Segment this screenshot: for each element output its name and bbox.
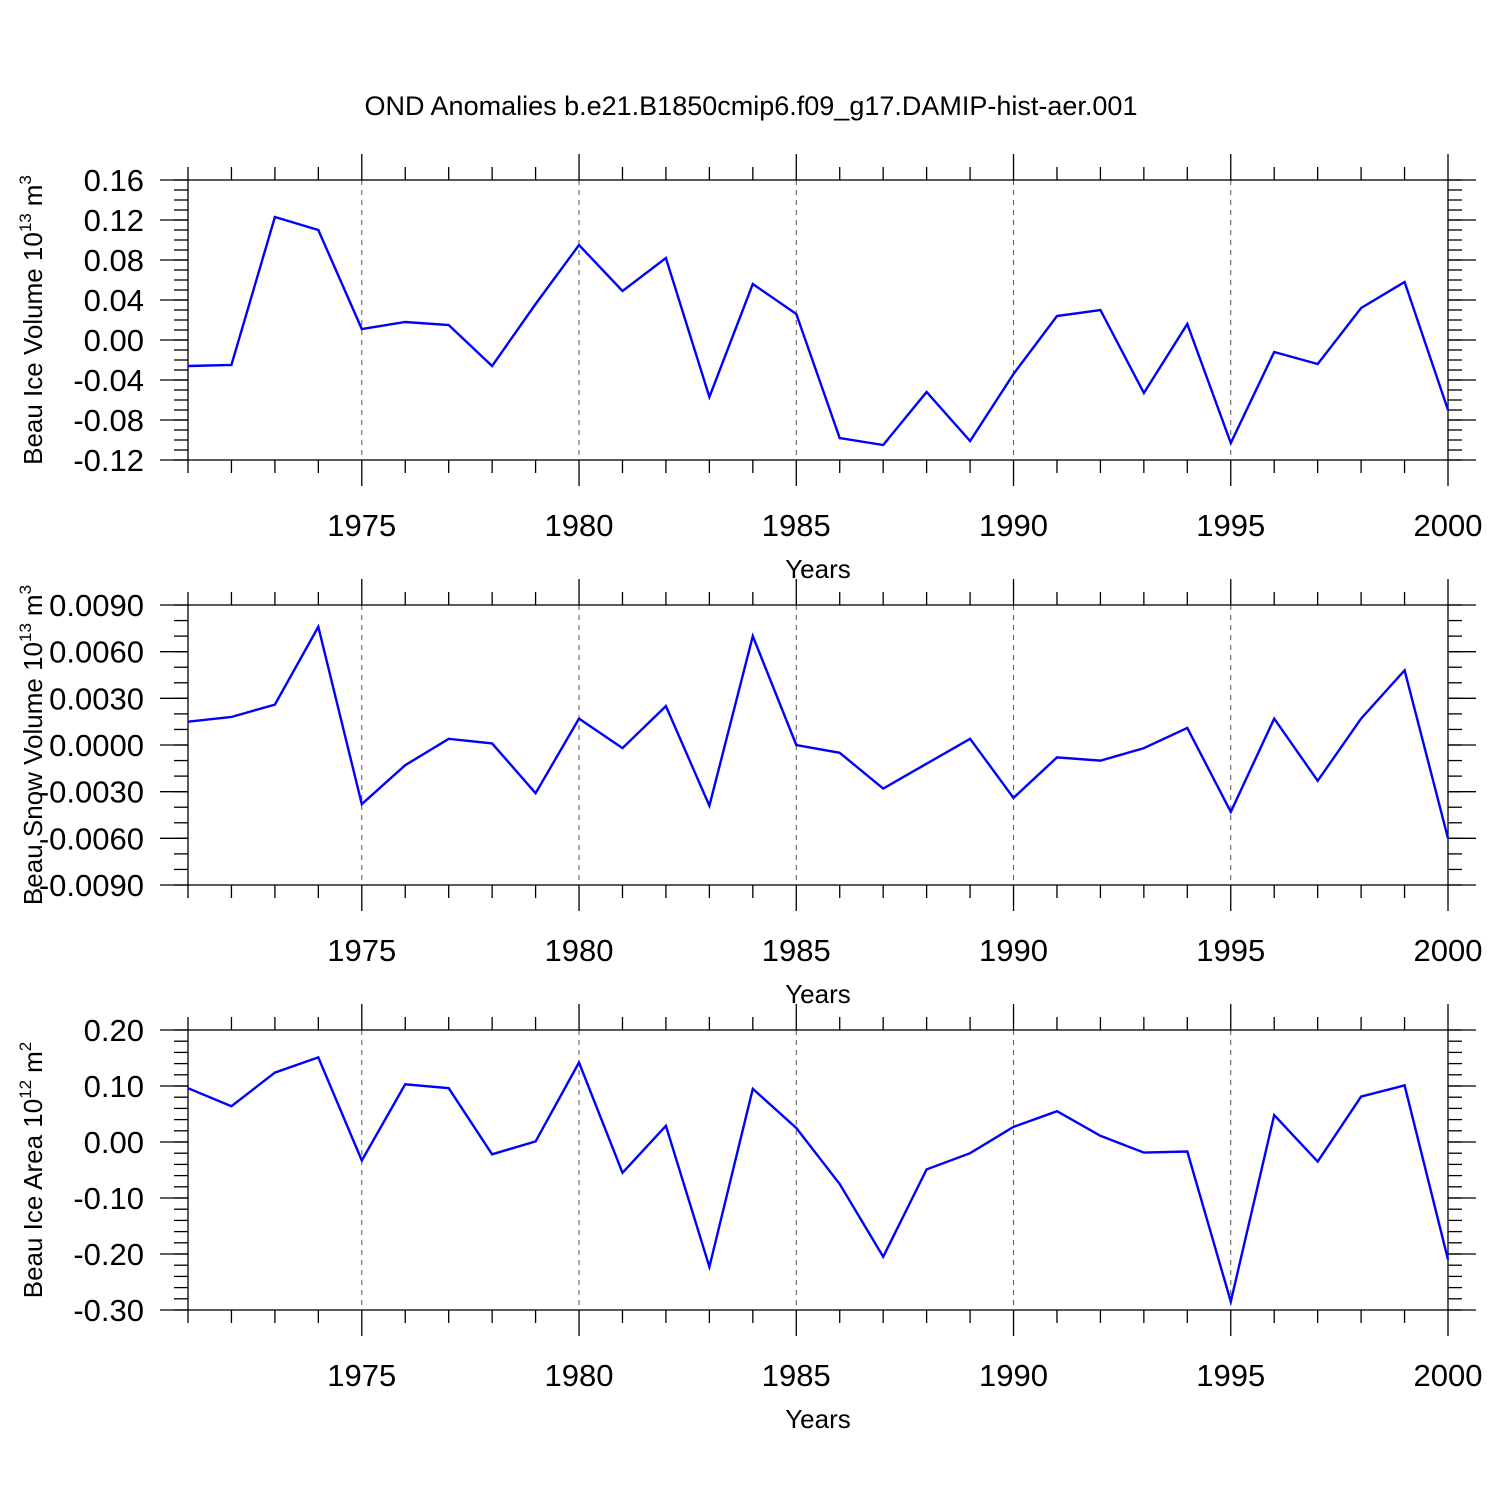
x-tick-label: 1990 [979, 933, 1048, 968]
x-tick-label: 1975 [327, 508, 396, 543]
x-tick-label: 1975 [327, 1358, 396, 1393]
plot-frame [187, 1029, 1449, 1311]
y-axis-label-exponent: 12 [16, 1080, 35, 1099]
y-tick-label: 0.00 [84, 1125, 144, 1160]
y-tick-label: 0.08 [84, 243, 144, 278]
y-tick-label: 0.10 [84, 1069, 144, 1104]
y-tick-label: 0.00 [84, 323, 144, 358]
y-axis-label-unit: m [18, 1051, 48, 1073]
y-tick-label: 0.0060 [49, 635, 144, 670]
x-tick-label: 1995 [1196, 933, 1265, 968]
y-axis-label-unit-exponent: 2 [16, 1042, 35, 1051]
y-tick-label: -0.0030 [39, 775, 144, 810]
x-tick-label: 2000 [1414, 1358, 1483, 1393]
y-tick-label: 0.12 [84, 203, 144, 238]
x-tick-label: 1980 [545, 933, 614, 968]
y-tick-label: -0.30 [73, 1293, 144, 1328]
x-tick-label: 1990 [979, 508, 1048, 543]
x-tick-label: 1985 [762, 1358, 831, 1393]
chart-panel-3: -0.30 -0.20 -0.10 0.00 0.10 0.20 1975 1980 1985 1… [16, 1004, 1482, 1434]
y-axis-label-main: Beau Ice Area 10 [18, 1099, 48, 1298]
plot-frame [187, 179, 1449, 461]
x-tick-label: 1995 [1196, 508, 1265, 543]
figure-title: OND Anomalies b.e21.B1850cmip6.f09_g17.D… [365, 91, 1138, 121]
x-tick-label: 1985 [762, 933, 831, 968]
series-line [187, 1055, 1450, 1307]
y-tick-label: -0.12 [73, 443, 144, 478]
y-axis-label-exponent: 13 [16, 213, 35, 232]
chart-panel-2: -0.0090 -0.0060 -0.0030 0.0000 0.0030 0.0060 0… [16, 579, 1482, 1009]
y-tick-label: -0.04 [73, 363, 144, 398]
x-tick-label: 1980 [545, 1358, 614, 1393]
y-tick-label: 0.0030 [49, 681, 144, 716]
series-line [187, 215, 1450, 447]
y-axis-label-main: Beau Snow Volume 10 [18, 642, 48, 905]
y-tick-label: -0.10 [73, 1181, 144, 1216]
y-tick-label: 0.0090 [49, 588, 144, 623]
x-tick-label: 1980 [545, 508, 614, 543]
x-axis-label: Years [785, 979, 851, 1009]
series-line [187, 623, 1450, 839]
y-axis-label-unit-exponent: 3 [16, 175, 35, 184]
x-tick-label: 1995 [1196, 1358, 1265, 1393]
y-axis-label-unit: m [18, 185, 48, 207]
y-axis-label-unit-exponent: 3 [16, 585, 35, 594]
x-tick-label: 1990 [979, 1358, 1048, 1393]
y-tick-label: -0.20 [73, 1237, 144, 1272]
chart-panel-1: -0.12 -0.08 -0.04 0.00 0.04 0.08 0.12 0.16 1975 1… [16, 154, 1482, 584]
y-tick-label: -0.0060 [39, 821, 144, 856]
y-tick-label: -0.0090 [39, 868, 144, 903]
x-axis-label: Years [785, 1404, 851, 1434]
x-tick-label: 1975 [327, 933, 396, 968]
y-tick-label: 0.04 [84, 283, 144, 318]
y-tick-label: -0.08 [73, 403, 144, 438]
y-axis-label-exponent: 13 [16, 623, 35, 642]
plot-frame [187, 604, 1449, 886]
y-axis-label: Beau Ice Volume 1013 m3 [16, 175, 48, 465]
x-tick-label: 2000 [1414, 508, 1483, 543]
y-axis-label: Beau Snow Volume 1013 m3 [16, 585, 48, 905]
y-tick-label: 0.0000 [49, 728, 144, 763]
y-axis-label-main: Beau Ice Volume 10 [18, 232, 48, 465]
y-axis-label: Beau Ice Area 1012 m2 [16, 1042, 48, 1299]
x-tick-label: 1985 [762, 508, 831, 543]
x-axis-label: Years [785, 554, 851, 584]
y-axis-label-unit: m [18, 594, 48, 616]
y-tick-label: 0.20 [84, 1013, 144, 1048]
y-tick-label: 0.16 [84, 163, 144, 198]
x-tick-label: 2000 [1414, 933, 1483, 968]
